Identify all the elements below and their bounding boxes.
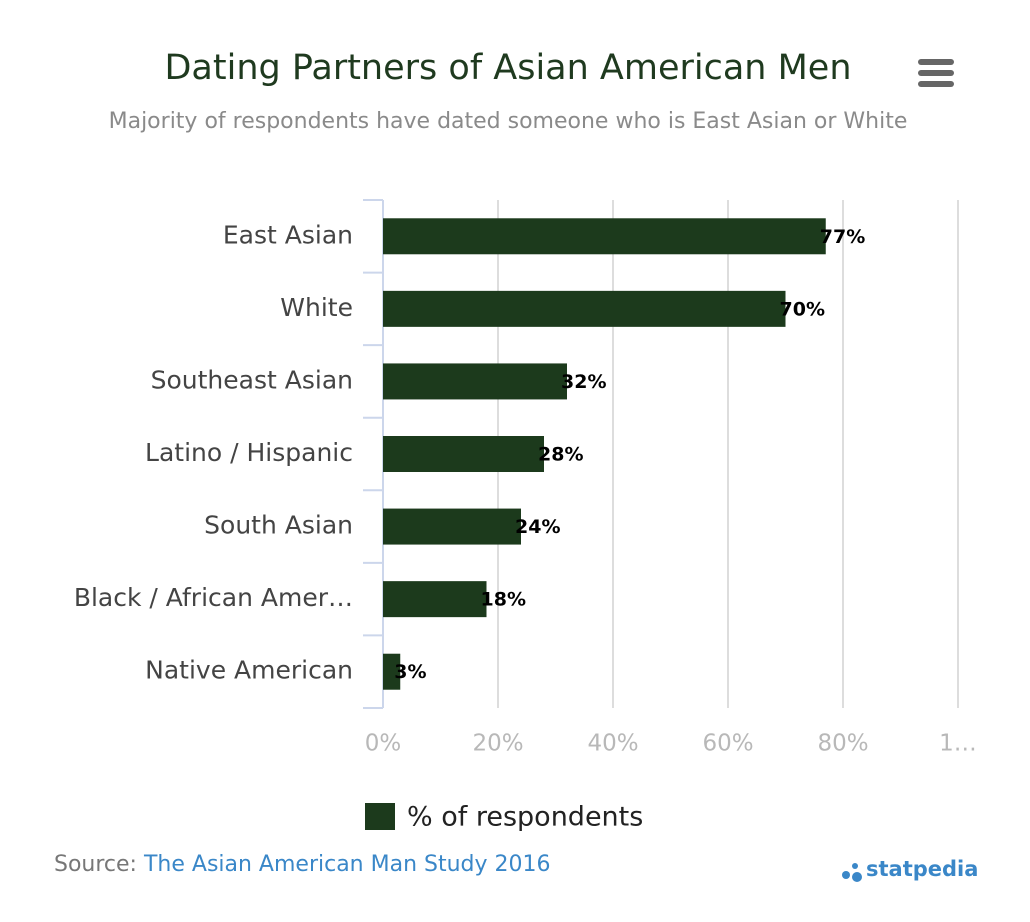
bar (383, 581, 487, 618)
source-link[interactable]: The Asian American Man Study 2016 (143, 852, 551, 877)
source-label: Source: (54, 852, 137, 877)
y-tick-label: South Asian (204, 511, 353, 540)
data-label: 18% (481, 589, 526, 611)
data-label: 77% (820, 226, 865, 248)
legend-swatch (365, 803, 395, 830)
x-tick-label: 80% (817, 731, 868, 757)
y-tick-label: Southeast Asian (151, 365, 353, 394)
chart-subtitle: Majority of respondents have dated someo… (108, 109, 908, 134)
data-label: 70% (780, 298, 825, 320)
x-tick-label: 1… (939, 731, 977, 757)
data-label: 28% (538, 444, 583, 466)
source: Source: The Asian American Man Study 201… (54, 852, 551, 877)
y-tick-label: Latino / Hispanic (145, 438, 353, 467)
y-tick-label: Native American (145, 656, 353, 685)
bar (383, 363, 567, 400)
data-label: 3% (394, 661, 426, 683)
data-label: 32% (561, 371, 606, 393)
bar (383, 436, 544, 472)
bar (383, 508, 521, 545)
y-tick-label: Black / African Amer… (74, 583, 353, 612)
bar (383, 290, 786, 327)
data-label: 24% (515, 516, 560, 538)
y-tick-label: East Asian (223, 220, 353, 249)
logo-dots (842, 863, 862, 882)
x-tick-label: 40% (587, 731, 638, 757)
menu-icon[interactable] (918, 59, 954, 87)
x-tick-label: 60% (702, 731, 753, 757)
y-tick-label: White (280, 293, 353, 322)
logo: statpedia (866, 857, 979, 881)
x-tick-label: 0% (365, 731, 402, 757)
x-tick-label: 20% (472, 731, 523, 757)
legend-label: % of respondents (407, 802, 643, 833)
bar (383, 218, 826, 255)
bar (383, 653, 401, 690)
chart-title: Dating Partners of Asian American Men (164, 48, 852, 88)
